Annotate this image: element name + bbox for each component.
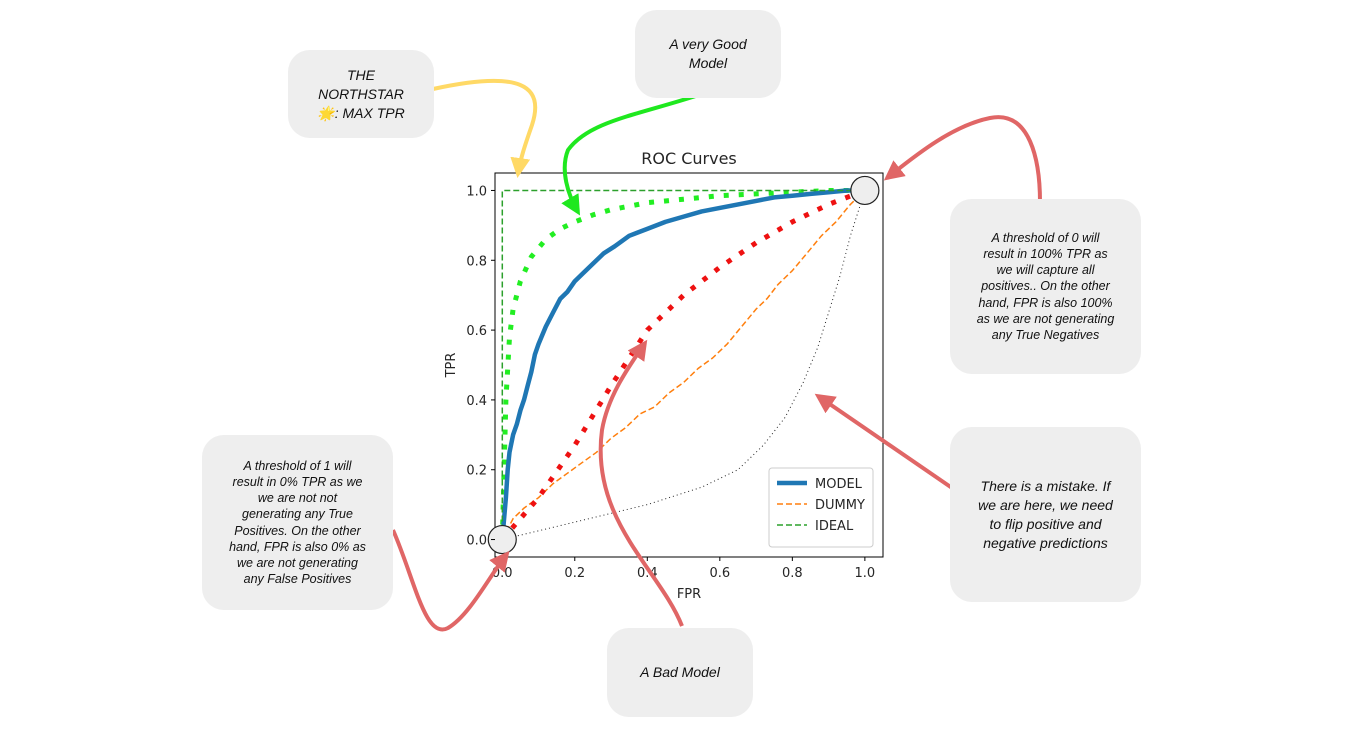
axes-frame: [494, 172, 884, 558]
legend-label-model: MODEL: [815, 477, 863, 492]
dummy-line: [501, 189, 866, 540]
y-tick-label: 0.0: [466, 534, 487, 549]
axis-ticks: 0.0 0.2 0.4 0.6 0.8 1.00.00.20.40.60.81.0: [466, 184, 875, 581]
threshold-zero-marker: [850, 175, 880, 206]
bad-model-note: A Bad Model: [607, 628, 753, 717]
chart-title: ROC Curves: [641, 149, 737, 168]
threshold0-arrow: [883, 115, 1042, 203]
very-good-line: [499, 188, 865, 540]
x-tick-label: 0.6: [709, 566, 730, 581]
mistake-note: There is a mistake. If we are here, we n…: [950, 427, 1141, 602]
very-good-model-note: A very Good Model: [635, 10, 781, 98]
mistake-arrow: [814, 393, 957, 492]
legend-box: [768, 467, 874, 548]
model-line: [500, 188, 865, 540]
threshold-zero-note: A threshold of 0 will result in 100% TPR…: [950, 199, 1141, 374]
legend: MODEL DUMMY IDEAL: [768, 467, 874, 548]
y-tick-label: 0.4: [466, 394, 487, 409]
y-tick-label: 0.8: [466, 254, 487, 269]
y-tick-label: 0.6: [466, 324, 487, 339]
bad-model-line: [500, 188, 866, 542]
x-tick-label: 0.8: [782, 566, 803, 581]
plot-area: [487, 172, 884, 558]
bad-model-arrow: [598, 339, 684, 627]
x-axis-label: FPR: [677, 587, 701, 602]
y-axis-label: TPR: [444, 353, 459, 379]
threshold1-arrow: [391, 529, 510, 632]
legend-label-ideal: IDEAL: [815, 519, 854, 534]
threshold-one-note: A threshold of 1 will result in 0% TPR a…: [202, 435, 393, 610]
ideal-line: [501, 189, 865, 540]
northstar-arrow: [432, 78, 538, 178]
very-good-arrow: [561, 90, 709, 216]
x-tick-label: 0.2: [564, 566, 585, 581]
x-tick-label: 1.0: [855, 566, 876, 581]
y-tick-label: 1.0: [466, 184, 487, 199]
y-tick-label: 0.2: [466, 464, 487, 479]
legend-label-dummy: DUMMY: [815, 498, 865, 513]
northstar-note: THE NORTHSTAR 🌟: MAX TPR: [288, 50, 434, 138]
